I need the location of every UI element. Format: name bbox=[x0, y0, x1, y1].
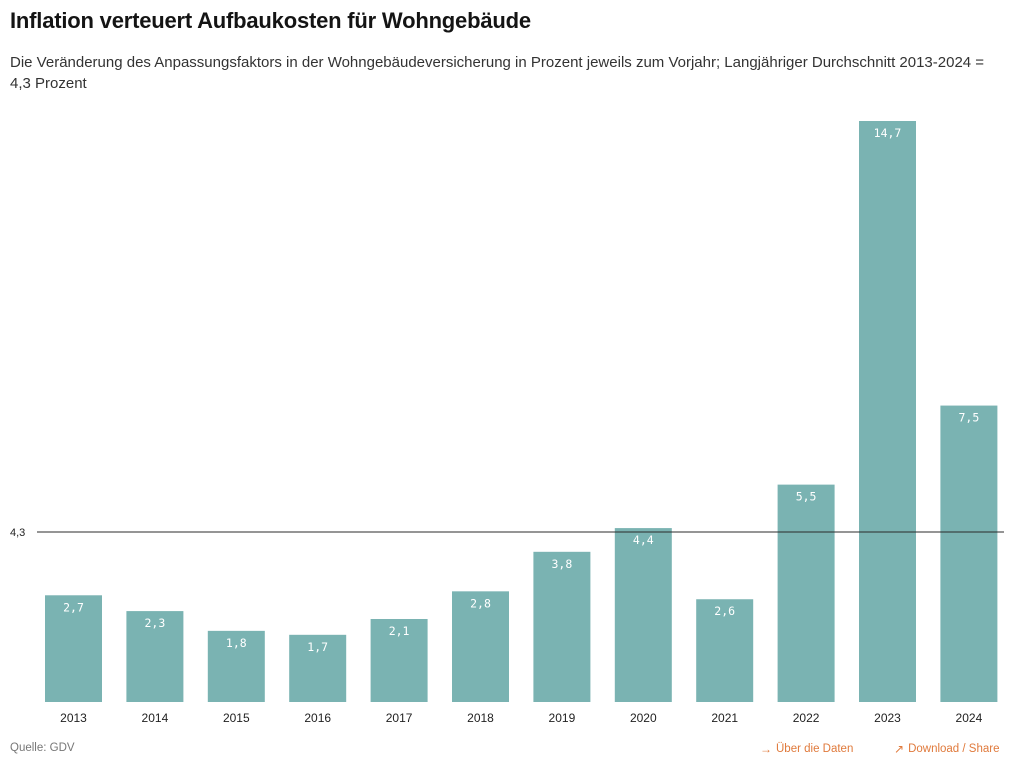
download-share-link[interactable]: ↗ Download / Share bbox=[894, 742, 999, 756]
bar-value-label: 14,7 bbox=[874, 126, 902, 140]
x-tick-label: 2022 bbox=[793, 711, 820, 725]
arrow-up-right-icon: ↗ bbox=[894, 742, 905, 756]
x-tick-label: 2015 bbox=[223, 711, 250, 725]
about-data-label: Über die Daten bbox=[776, 743, 854, 755]
bar-value-label: 2,6 bbox=[714, 604, 735, 618]
bar-2015 bbox=[207, 630, 265, 702]
x-tick-label: 2014 bbox=[142, 711, 169, 725]
bar-2014 bbox=[126, 611, 184, 702]
bar-value-label: 1,8 bbox=[226, 636, 247, 650]
chart-title: Inflation verteuert Aufbaukosten für Woh… bbox=[10, 8, 531, 33]
bar-value-label: 5,5 bbox=[796, 490, 817, 504]
average-reference-label: 4,3 bbox=[10, 527, 25, 539]
chart-subtitle: Die Veränderung des Anpassungsfaktors in… bbox=[10, 54, 985, 92]
source-note: Quelle: GDV bbox=[10, 742, 75, 754]
bar-2017 bbox=[370, 619, 428, 702]
x-tick-label: 2020 bbox=[630, 711, 657, 725]
bar-2016 bbox=[289, 634, 347, 702]
x-tick-label: 2017 bbox=[386, 711, 413, 725]
bar-2018 bbox=[452, 591, 509, 702]
x-tick-label: 2018 bbox=[467, 711, 494, 725]
bar-2023 bbox=[859, 121, 916, 702]
bar-2013 bbox=[45, 595, 102, 702]
about-data-link[interactable]: → Über die Daten bbox=[760, 742, 853, 756]
x-tick-label: 2016 bbox=[304, 711, 331, 725]
arrow-right-icon: → bbox=[760, 742, 772, 756]
bar-value-label: 3,8 bbox=[552, 557, 573, 571]
bar-value-label: 2,3 bbox=[145, 616, 166, 630]
bar-2020 bbox=[614, 528, 672, 702]
bar-value-label: 2,7 bbox=[63, 600, 84, 614]
x-tick-label: 2019 bbox=[549, 711, 576, 725]
x-tick-label: 2024 bbox=[956, 711, 983, 725]
bar-2021 bbox=[696, 599, 754, 702]
bar-value-label: 4,4 bbox=[633, 533, 654, 547]
bar-value-label: 2,8 bbox=[470, 596, 491, 610]
x-tick-label: 2021 bbox=[711, 711, 738, 725]
bar-value-label: 7,5 bbox=[959, 411, 980, 425]
x-tick-label: 2013 bbox=[60, 711, 87, 725]
bar-value-label: 1,7 bbox=[307, 640, 328, 654]
bar-2024 bbox=[940, 405, 998, 702]
download-share-label: Download / Share bbox=[908, 743, 1000, 755]
bar-2022 bbox=[777, 484, 835, 702]
bar-value-label: 2,1 bbox=[389, 624, 410, 638]
bar-2019 bbox=[533, 551, 591, 702]
x-tick-label: 2023 bbox=[874, 711, 901, 725]
